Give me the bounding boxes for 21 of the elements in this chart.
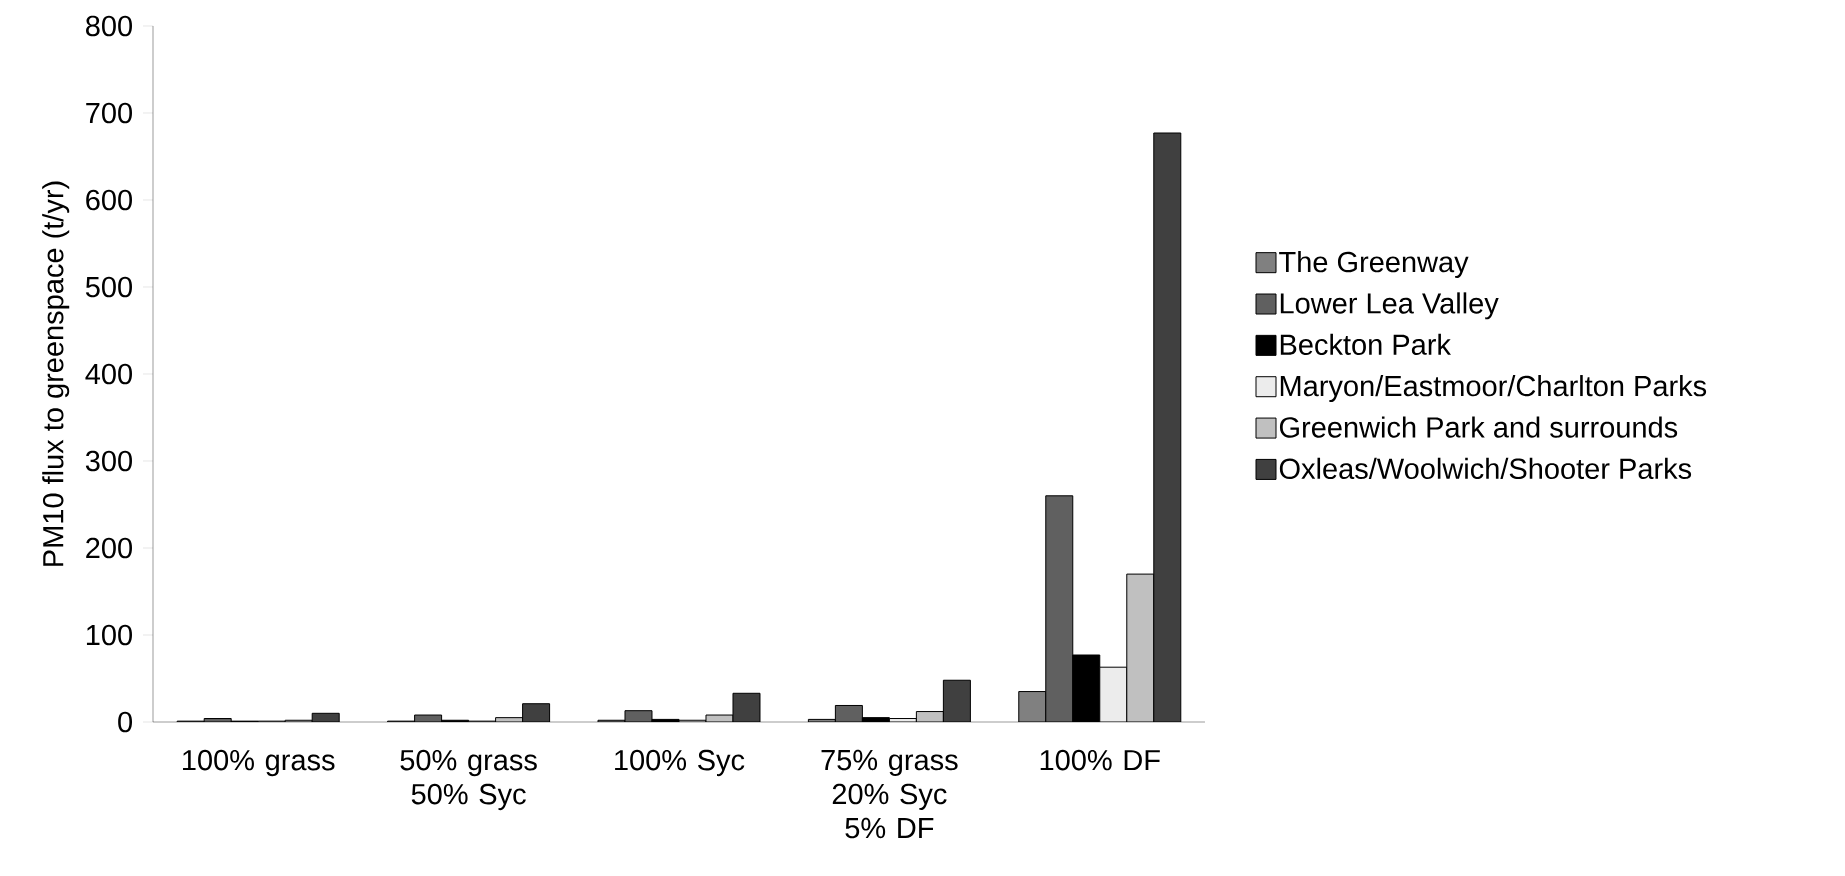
legend-label: Beckton Park [1280,333,1451,355]
y-tick-label: 600 [86,189,132,211]
y-tick-label: 100 [86,624,132,646]
y-tick-label: 200 [86,537,132,559]
y-axis-title: PM10 flux to greenspace (t/yr) [42,181,70,566]
x-tick-label: 100% Syc [615,749,745,777]
legend-label: The Greenway [1279,250,1469,279]
y-tick-label: 0 [118,711,133,733]
legend-label: Greenwich Park and surrounds [1279,416,1678,438]
legend-label: Maryon/Eastmoor/Charlton Parks [1280,375,1707,403]
x-tick-label: 100% DF [1040,749,1160,771]
legend-label: Oxleas/Woolwich/Shooter Parks [1279,457,1692,480]
x-tick-label: 75% grass 20% Syc 5% DF [821,749,958,839]
y-tick-label: 800 [86,15,132,37]
legend-label: Lower Lea Valley [1280,292,1499,320]
y-tick-label: 300 [85,450,132,472]
x-tick-label: 50% grass 50% Syc [400,749,537,811]
y-tick-label: 700 [86,102,132,124]
x-tick-label: 100% grass [183,749,335,777]
y-tick-label: 400 [85,363,132,385]
y-tick-label: 500 [85,276,132,298]
